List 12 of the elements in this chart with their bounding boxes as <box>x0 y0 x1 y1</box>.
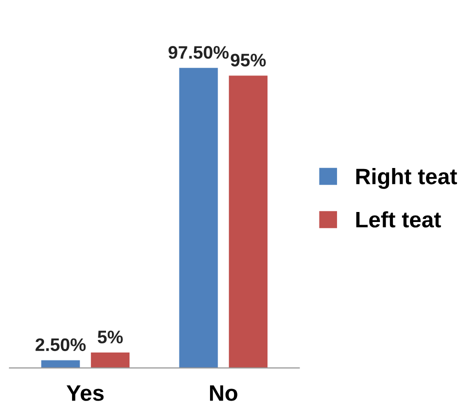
x-tick-label: No <box>210 385 238 401</box>
bar <box>41 360 80 368</box>
data-label: 97.50% <box>168 46 229 59</box>
bar <box>179 68 218 368</box>
data-label: 95% <box>230 54 266 66</box>
x-tick-label: Yes <box>66 385 104 401</box>
data-label: 5% <box>98 330 123 344</box>
bar <box>90 352 130 368</box>
data-label: 2.50% <box>36 338 86 352</box>
legend-label: Right teat <box>356 168 457 189</box>
bar <box>228 76 268 368</box>
legend-label: Left teat <box>356 211 441 228</box>
